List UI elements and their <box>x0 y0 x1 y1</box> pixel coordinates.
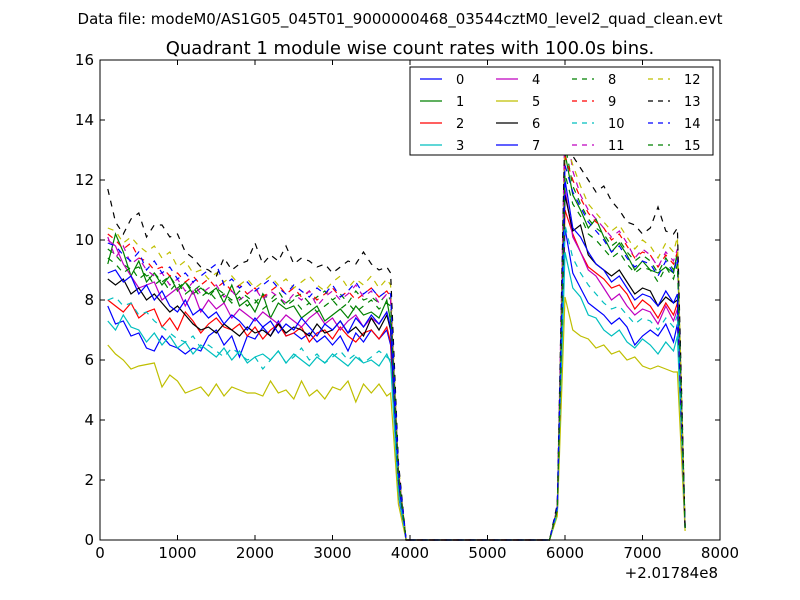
y-tick-label: 4 <box>84 411 94 429</box>
y-tick-label: 10 <box>75 231 94 249</box>
legend-label-8: 8 <box>608 73 616 88</box>
legend-frame <box>409 66 714 156</box>
x-tick-label: 5000 <box>468 544 506 562</box>
legend-label-3: 3 <box>456 139 464 154</box>
legend-label-12: 12 <box>684 73 701 88</box>
x-tick-label: 4000 <box>391 544 429 562</box>
legend-label-4: 4 <box>532 73 540 88</box>
x-tick-label: 2000 <box>236 544 274 562</box>
x-tick-label: 7000 <box>623 544 661 562</box>
series-line-15 <box>107 173 686 541</box>
x-tick-label: 1000 <box>158 544 196 562</box>
x-tick-label: 3000 <box>313 544 351 562</box>
legend-label-2: 2 <box>456 117 464 132</box>
x-tick-label: 6000 <box>546 544 584 562</box>
x-tick-label: 0 <box>95 544 105 562</box>
series-line-3 <box>107 251 686 541</box>
y-tick-label: 2 <box>84 471 94 489</box>
legend-label-11: 11 <box>608 139 625 154</box>
series-line-2 <box>107 209 686 541</box>
series-line-11 <box>107 116 686 541</box>
series-line-9 <box>107 155 686 541</box>
series-line-8 <box>107 143 686 541</box>
series-line-7 <box>107 179 686 541</box>
series-layer <box>107 116 686 541</box>
y-tick-label: 8 <box>84 291 94 309</box>
chart-title: Quadrant 1 module wise count rates with … <box>166 38 655 59</box>
x-axis: 0 1000 2000 3000 4000 5000 6000 7000 8000 <box>95 60 739 562</box>
chart-suptitle: Data file: modeM0/AS1G05_045T01_90000004… <box>78 10 723 29</box>
y-tick-label: 6 <box>84 351 94 369</box>
series-line-5 <box>107 296 686 541</box>
legend-label-6: 6 <box>532 117 540 132</box>
x-axis-offset-label: +2.01784e8 <box>625 564 718 582</box>
series-line-4 <box>107 188 686 541</box>
y-tick-label: 0 <box>84 531 94 549</box>
legend-label-5: 5 <box>532 95 540 110</box>
legend-label-1: 1 <box>456 95 464 110</box>
legend-label-0: 0 <box>456 73 464 88</box>
y-tick-label: 12 <box>75 171 94 189</box>
series-line-13 <box>107 119 686 541</box>
legend-label-10: 10 <box>608 117 625 132</box>
series-line-1 <box>107 152 686 541</box>
y-tick-label: 14 <box>75 111 94 129</box>
legend-label-9: 9 <box>608 95 616 110</box>
legend-label-14: 14 <box>684 117 701 132</box>
legend-label-15: 15 <box>684 139 701 154</box>
series-line-14 <box>107 164 686 541</box>
y-tick-label: 16 <box>75 51 94 69</box>
series-line-0 <box>107 227 686 541</box>
legend-label-13: 13 <box>684 95 701 110</box>
x-tick-label: 8000 <box>701 544 739 562</box>
legend-label-7: 7 <box>532 139 540 154</box>
